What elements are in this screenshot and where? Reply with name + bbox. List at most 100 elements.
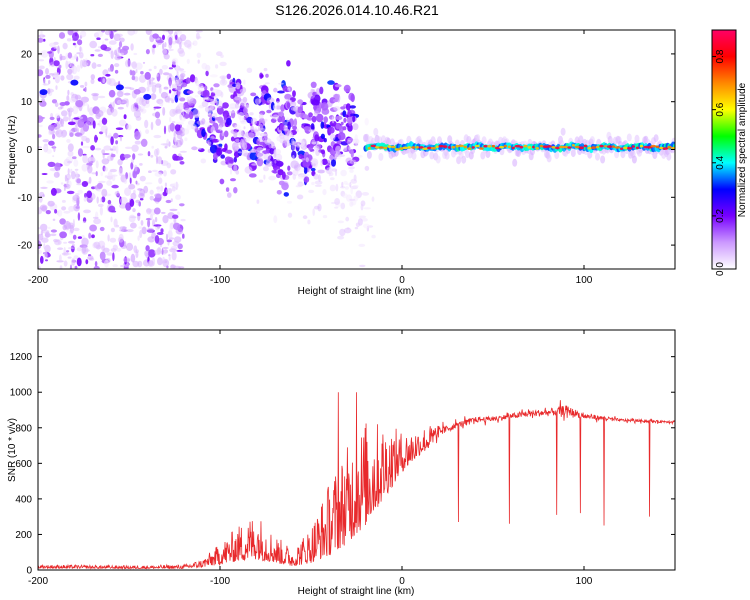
spectrogram-blob [303,165,308,175]
spectrogram-blob [48,73,55,76]
spectrogram-blob [204,106,210,113]
spectrogram-blob [53,74,62,80]
colorbar-tick-label: 0.0 [715,262,726,276]
colorbar-label: Normalized spectral amplitude [737,82,748,217]
spectrogram-blob [215,64,219,69]
spectrogram-blob [343,147,348,152]
spectrogram-blob [128,183,136,190]
snr-frame [37,329,676,571]
spectrogram-blob [169,81,172,89]
spectrogram-blob [345,183,353,186]
spectrogram-blob [170,198,173,203]
spectrogram-blob [599,144,604,148]
spectrogram-blob [160,228,164,234]
spectrogram-blob [219,125,223,132]
spectrogram-blob [243,106,248,116]
spectrogram-blob [352,123,359,131]
spectrogram-blob [112,244,118,251]
spectrogram-blob [131,61,137,68]
spectrogram-blob [73,117,80,120]
spectrogram-blob [150,121,154,131]
spectrogram-blob [297,106,304,114]
spectrogram-blob [107,170,113,180]
spectrogram-blob [167,48,174,52]
spectrogram-blob [41,237,49,243]
spectrogram-blob [321,158,328,165]
spectrogram-blob [115,47,121,57]
spectrogram-blob [42,83,50,86]
colorbar-ticks: 0.0 0.2 0.4 0.6 0.8 [712,49,726,276]
spectrogram-blob [348,166,355,170]
spectrogram-blob [90,74,96,80]
spectrogram-blob [48,124,55,132]
spectrogram-blob [60,75,65,81]
spectrogram-blob [346,139,352,145]
spectrogram-blob [308,129,316,133]
spectrogram-blob [145,129,150,135]
spectrogram-blob [643,145,648,149]
spectrogram-blob [360,203,364,211]
spectrogram-blob [86,190,92,199]
spectrogram-blob [81,246,89,255]
spectrogram-blob [93,241,101,249]
spectrogram-blob [614,150,620,159]
spectrogram-blob [87,104,90,112]
spectrogram-blob [266,109,272,114]
spectrogram-blob [302,215,308,220]
spectrogram-blob [81,163,88,172]
spectrogram-blob [105,135,113,138]
spectrogram-blob [169,108,176,117]
spectrogram-blob [48,80,51,85]
spectrogram-blob [184,137,188,142]
spectrogram-blob [156,73,159,77]
y-tick-label: 10 [21,97,33,108]
spectrogram-blob [158,177,163,184]
spectrogram-blob [195,30,203,33]
spectrogram-blob [399,147,404,150]
spectrogram-blob [59,218,66,225]
spectrogram-blob [216,100,223,109]
spectrogram-blob [146,86,150,92]
spectrogram-blob [156,185,161,193]
spectrogram-blob [243,126,246,130]
spectrogram-blob [451,145,456,149]
y-tick-label: 20 [21,49,33,60]
spectrogram-blob [69,224,74,234]
spectrogram-blob [235,138,240,143]
spectrogram-blob [66,95,70,102]
spectrogram-blob [117,158,123,166]
colorbar-tick-label: 0.2 [715,209,726,223]
spectrogram-blob [184,39,192,48]
spectrogram-blob [101,158,110,165]
spectrogram-blob [74,168,79,171]
spectrogram-blob [527,146,532,149]
spectrogram-blob [329,97,336,104]
spectrogram-blob [40,255,44,264]
spectrogram-blob [100,44,108,51]
spectrogram-blob [163,170,167,177]
spectrogram-blob [140,220,144,226]
spectrogram-blob [471,146,475,149]
spectrogram-blob [74,124,78,133]
spectrogram-blob [112,101,115,109]
spectrogram-blob [149,214,153,221]
spectrogram-blob [110,227,115,233]
spectrogram-blob [87,164,93,174]
x-tick-label: 0 [399,275,405,286]
spectrogram-blob [123,92,131,96]
spectrogram-blob [135,249,139,253]
spectrogram-blob [176,139,180,143]
spectrogram-blob [283,124,288,131]
spectrogram-blob [132,170,137,179]
spectrogram-blob [51,99,58,104]
spectrogram-blob [97,203,104,208]
spectrogram-blob [162,143,171,146]
spectrogram-blob [94,185,100,190]
spectrogram-blob [130,253,136,263]
spectrogram-blob [265,160,273,166]
spectrogram-blob [175,65,181,74]
spectrogram-blob [666,152,672,161]
spectrogram-blob [205,70,209,77]
spectrogram-blob [263,153,271,161]
spectrogram-blob [228,110,236,114]
